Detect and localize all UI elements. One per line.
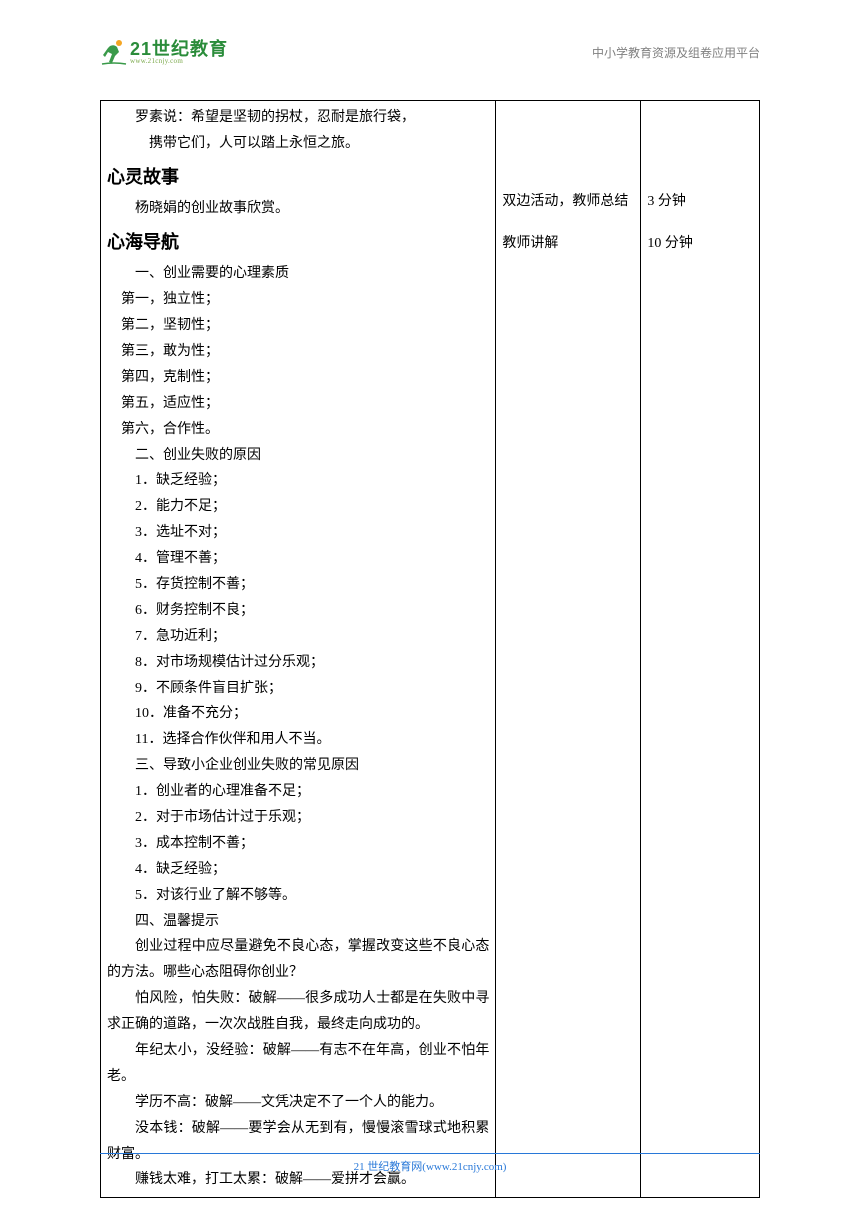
- reason-6: 6．财务控制不良；: [107, 598, 489, 624]
- reason-3: 3．选址不对；: [107, 520, 489, 546]
- method-2: 教师讲解: [502, 215, 634, 257]
- heading-1: 一、创业需要的心理素质: [107, 261, 489, 287]
- heading-4: 四、温馨提示: [107, 909, 489, 935]
- heading-3: 三、导致小企业创业失败的常见原因: [107, 753, 489, 779]
- tip-2: 怕风险，怕失败：破解——很多成功人士都是在失败中寻求正确的道路，一次次战胜自我，…: [107, 986, 489, 1038]
- small-1: 1．创业者的心理准备不足；: [107, 779, 489, 805]
- small-5: 5．对该行业了解不够等。: [107, 883, 489, 909]
- main-content: 罗素说：希望是坚韧的拐杖，忍耐是旅行袋， 携带它们，人可以踏上永恒之旅。 心灵故…: [100, 100, 760, 1144]
- reason-5: 5．存货控制不善；: [107, 572, 489, 598]
- section-nav-title: 心海导航: [107, 226, 489, 259]
- intro-quote-2: 携带它们，人可以踏上永恒之旅。: [107, 131, 489, 157]
- logo-runner-icon: [100, 38, 128, 66]
- reason-9: 9．不顾条件盲目扩张；: [107, 676, 489, 702]
- quality-4: 第四，克制性；: [107, 365, 489, 391]
- header-right-text: 中小学教育资源及组卷应用平台: [592, 44, 760, 61]
- time-1: 3 分钟: [647, 105, 753, 215]
- page-footer: 21 世纪教育网(www.21cnjy.com): [0, 1153, 860, 1174]
- reason-4: 4．管理不善；: [107, 546, 489, 572]
- method-cell: 双边活动，教师总结 教师讲解: [496, 101, 641, 1198]
- footer-divider: [100, 1153, 760, 1154]
- footer-text: 21 世纪教育网(www.21cnjy.com): [354, 1161, 507, 1173]
- tip-3: 年纪太小，没经验：破解——有志不在年高，创业不怕年老。: [107, 1038, 489, 1090]
- tip-1: 创业过程中应尽量避免不良心态，掌握改变这些不良心态的方法。哪些心态阻碍你创业？: [107, 934, 489, 986]
- reason-10: 10．准备不充分；: [107, 701, 489, 727]
- time-2: 10 分钟: [647, 215, 753, 257]
- small-3: 3．成本控制不善；: [107, 831, 489, 857]
- small-4: 4．缺乏经验；: [107, 857, 489, 883]
- reason-2: 2．能力不足；: [107, 494, 489, 520]
- logo-main-text: 21世纪教育: [130, 40, 228, 58]
- story-body: 杨晓娟的创业故事欣赏。: [107, 196, 489, 222]
- reason-1: 1．缺乏经验；: [107, 468, 489, 494]
- quality-5: 第五，适应性；: [107, 391, 489, 417]
- section-story-title: 心灵故事: [107, 161, 489, 194]
- reason-11: 11．选择合作伙伴和用人不当。: [107, 727, 489, 753]
- small-2: 2．对于市场估计过于乐观；: [107, 805, 489, 831]
- time-cell: 3 分钟 10 分钟: [641, 101, 760, 1198]
- page-header: 21世纪教育 www.21cnjy.com 中小学教育资源及组卷应用平台: [100, 38, 760, 66]
- quality-2: 第二，坚韧性；: [107, 313, 489, 339]
- logo: 21世纪教育 www.21cnjy.com: [100, 38, 228, 66]
- method-1: 双边活动，教师总结: [502, 105, 634, 215]
- reason-7: 7．急功近利；: [107, 624, 489, 650]
- intro-quote: 罗素说：希望是坚韧的拐杖，忍耐是旅行袋，: [107, 105, 489, 131]
- logo-sub-text: www.21cnjy.com: [130, 58, 228, 65]
- lesson-table: 罗素说：希望是坚韧的拐杖，忍耐是旅行袋， 携带它们，人可以踏上永恒之旅。 心灵故…: [100, 100, 760, 1198]
- content-cell: 罗素说：希望是坚韧的拐杖，忍耐是旅行袋， 携带它们，人可以踏上永恒之旅。 心灵故…: [101, 101, 496, 1198]
- quality-1: 第一，独立性；: [107, 287, 489, 313]
- quality-6: 第六，合作性。: [107, 417, 489, 443]
- quality-3: 第三，敢为性；: [107, 339, 489, 365]
- reason-8: 8．对市场规模估计过分乐观；: [107, 650, 489, 676]
- tip-4: 学历不高：破解——文凭决定不了一个人的能力。: [107, 1090, 489, 1116]
- table-row: 罗素说：希望是坚韧的拐杖，忍耐是旅行袋， 携带它们，人可以踏上永恒之旅。 心灵故…: [101, 101, 760, 1198]
- heading-2: 二、创业失败的原因: [107, 443, 489, 469]
